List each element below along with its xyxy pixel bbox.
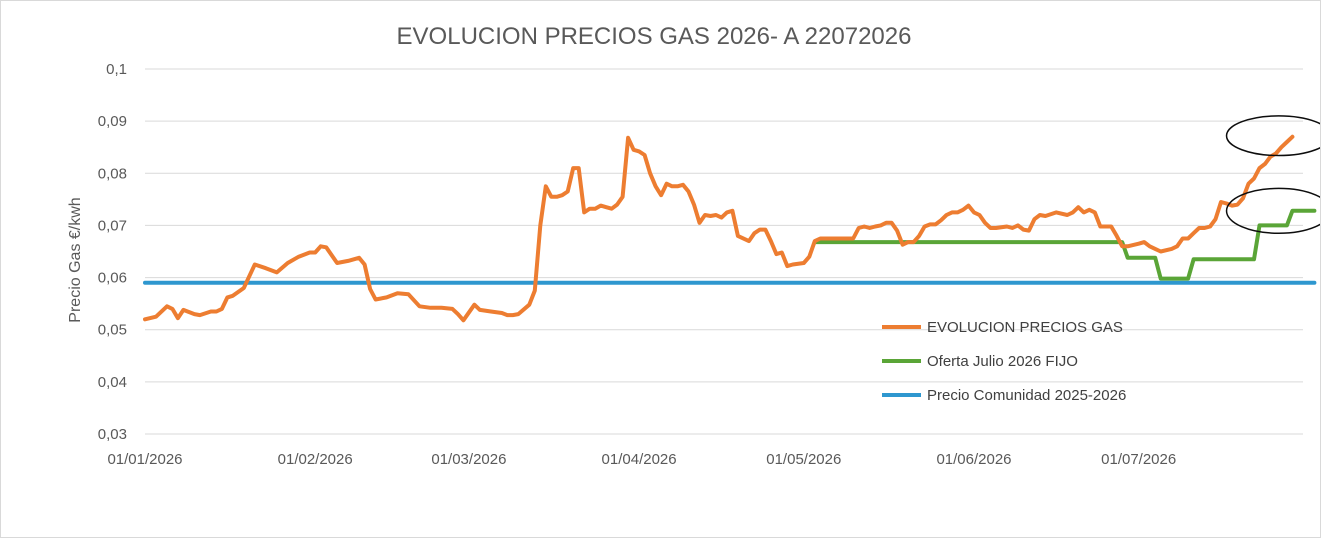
- y-axis-ticks: 0,03 0,04 0,05 0,06 0,07 0,08 0,09 0,1: [98, 61, 127, 443]
- x-tick-label: 01/02/2026: [278, 451, 353, 468]
- x-tick-label: 01/01/2026: [107, 451, 182, 468]
- y-tick-label: 0,06: [98, 270, 127, 287]
- x-tick-label: 01/07/2026: [1101, 451, 1176, 468]
- x-tick-label: 01/03/2026: [431, 451, 506, 468]
- y-tick-label: 0,08: [98, 165, 127, 182]
- annotation-ellipse: [1225, 115, 1320, 157]
- y-tick-label: 0,04: [98, 374, 127, 391]
- legend-label: EVOLUCION PRECIOS GAS: [927, 319, 1123, 336]
- series-lines: [143, 134, 1317, 323]
- x-tick-label: 01/05/2026: [766, 451, 841, 468]
- legend: EVOLUCION PRECIOS GAS Oferta Julio 2026 F…: [882, 319, 1126, 404]
- x-tick-label: 01/04/2026: [602, 451, 677, 468]
- y-tick-label: 0,03: [98, 426, 127, 443]
- legend-label: Precio Comunidad 2025-2026: [927, 387, 1126, 404]
- grid: [145, 68, 1303, 383]
- series-line-1: [812, 208, 1317, 281]
- y-axis-label: Precio Gas €/kwh: [67, 197, 84, 322]
- chart-title: EVOLUCION PRECIOS GAS 2026- A 22072026: [397, 23, 912, 50]
- y-tick-label: 0,05: [98, 322, 127, 339]
- y-tick-label: 0,09: [98, 113, 127, 130]
- annotations: [1225, 115, 1320, 234]
- x-tick-label: 01/06/2026: [936, 451, 1011, 468]
- legend-label: Oferta Julio 2026 FIJO: [927, 353, 1078, 370]
- y-tick-label: 0,07: [98, 217, 127, 234]
- y-tick-label: 0,1: [106, 61, 127, 78]
- annotation-ellipse: [1225, 187, 1320, 234]
- series-line-0: [143, 134, 1295, 323]
- x-axis-ticks: 01/01/2026 01/02/2026 01/03/2026 01/04/2026…: [107, 451, 1176, 468]
